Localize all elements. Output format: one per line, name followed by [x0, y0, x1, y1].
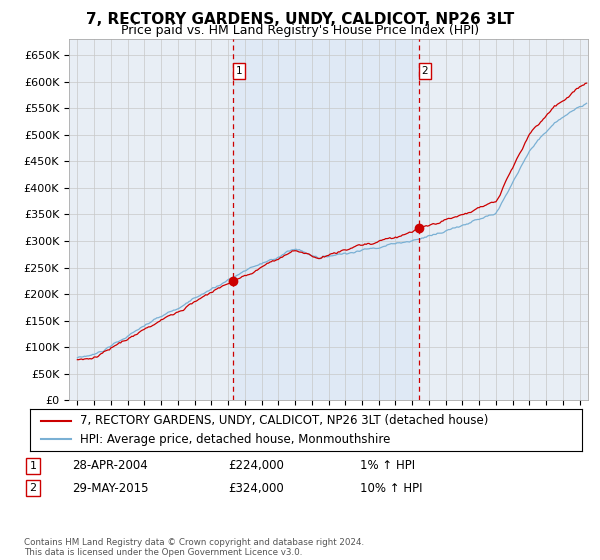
Text: £324,000: £324,000	[228, 482, 284, 495]
Text: Contains HM Land Registry data © Crown copyright and database right 2024.
This d: Contains HM Land Registry data © Crown c…	[24, 538, 364, 557]
Text: 7, RECTORY GARDENS, UNDY, CALDICOT, NP26 3LT: 7, RECTORY GARDENS, UNDY, CALDICOT, NP26…	[86, 12, 514, 27]
Text: 7, RECTORY GARDENS, UNDY, CALDICOT, NP26 3LT (detached house): 7, RECTORY GARDENS, UNDY, CALDICOT, NP26…	[80, 414, 488, 427]
Text: 29-MAY-2015: 29-MAY-2015	[72, 482, 149, 495]
Text: 28-APR-2004: 28-APR-2004	[72, 459, 148, 473]
Text: 1: 1	[236, 66, 242, 76]
Text: Price paid vs. HM Land Registry's House Price Index (HPI): Price paid vs. HM Land Registry's House …	[121, 24, 479, 37]
Text: 1% ↑ HPI: 1% ↑ HPI	[360, 459, 415, 473]
Text: 2: 2	[422, 66, 428, 76]
Text: £224,000: £224,000	[228, 459, 284, 473]
Text: HPI: Average price, detached house, Monmouthshire: HPI: Average price, detached house, Monm…	[80, 432, 390, 446]
Text: 1: 1	[29, 461, 37, 471]
Bar	[233, 39, 419, 400]
Text: 10% ↑ HPI: 10% ↑ HPI	[360, 482, 422, 495]
Text: 2: 2	[29, 483, 37, 493]
